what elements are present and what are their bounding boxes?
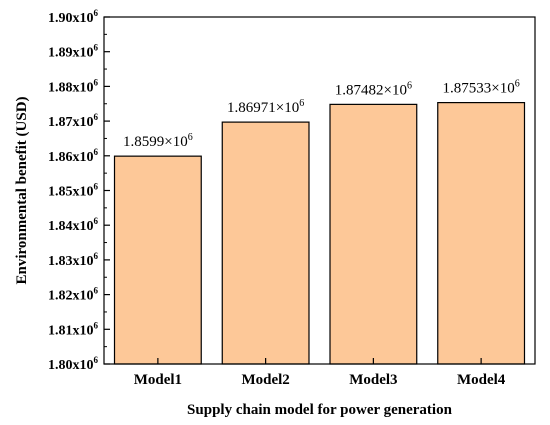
bar-data-label: 1.87533×106 (443, 79, 520, 97)
bar (113, 155, 202, 365)
y-tick-label: 1.81x106 (48, 320, 99, 338)
y-tick-label: 1.80x106 (48, 355, 99, 373)
plot-frame (103, 16, 536, 365)
y-tick-label: 1.85x106 (48, 182, 99, 200)
bar (437, 102, 526, 365)
y-tick-label: 1.89x106 (48, 43, 99, 61)
x-tick-label: Model4 (457, 372, 506, 388)
y-tick-label: 1.88x106 (48, 77, 99, 95)
bar-data-label: 1.87482×106 (335, 80, 412, 98)
y-tick-label: 1.86x106 (48, 147, 99, 165)
y-axis-ticks: 1.80x106 1.81x106 1.82x106 1.83x106 1.84x106… (48, 8, 110, 373)
x-tick-label: Model3 (349, 372, 397, 388)
bar-data-label: 1.86971×106 (227, 98, 304, 116)
x-tick-label: Model1 (134, 372, 182, 388)
bars-group (113, 102, 526, 365)
y-tick-label: 1.90x106 (48, 8, 99, 26)
x-axis-title: Supply chain model for power generation (187, 402, 453, 418)
x-axis-ticks: Model1 Model2 Model3 Model4 (134, 358, 506, 388)
y-axis-title: Environmental benefit (USD) (14, 96, 30, 284)
data-labels-group: 1.8599×106 1.86971×106 1.87482×106 1.87533×… (123, 79, 520, 151)
y-tick-label: 1.83x106 (48, 251, 99, 269)
y-tick-label: 1.84x106 (48, 216, 99, 234)
x-tick-label: Model2 (241, 372, 289, 388)
y-tick-label: 1.87x106 (48, 112, 99, 130)
bar-data-label: 1.8599×106 (123, 132, 193, 150)
bar (221, 121, 310, 365)
bar (329, 103, 418, 365)
y-tick-label: 1.82x106 (48, 286, 99, 304)
